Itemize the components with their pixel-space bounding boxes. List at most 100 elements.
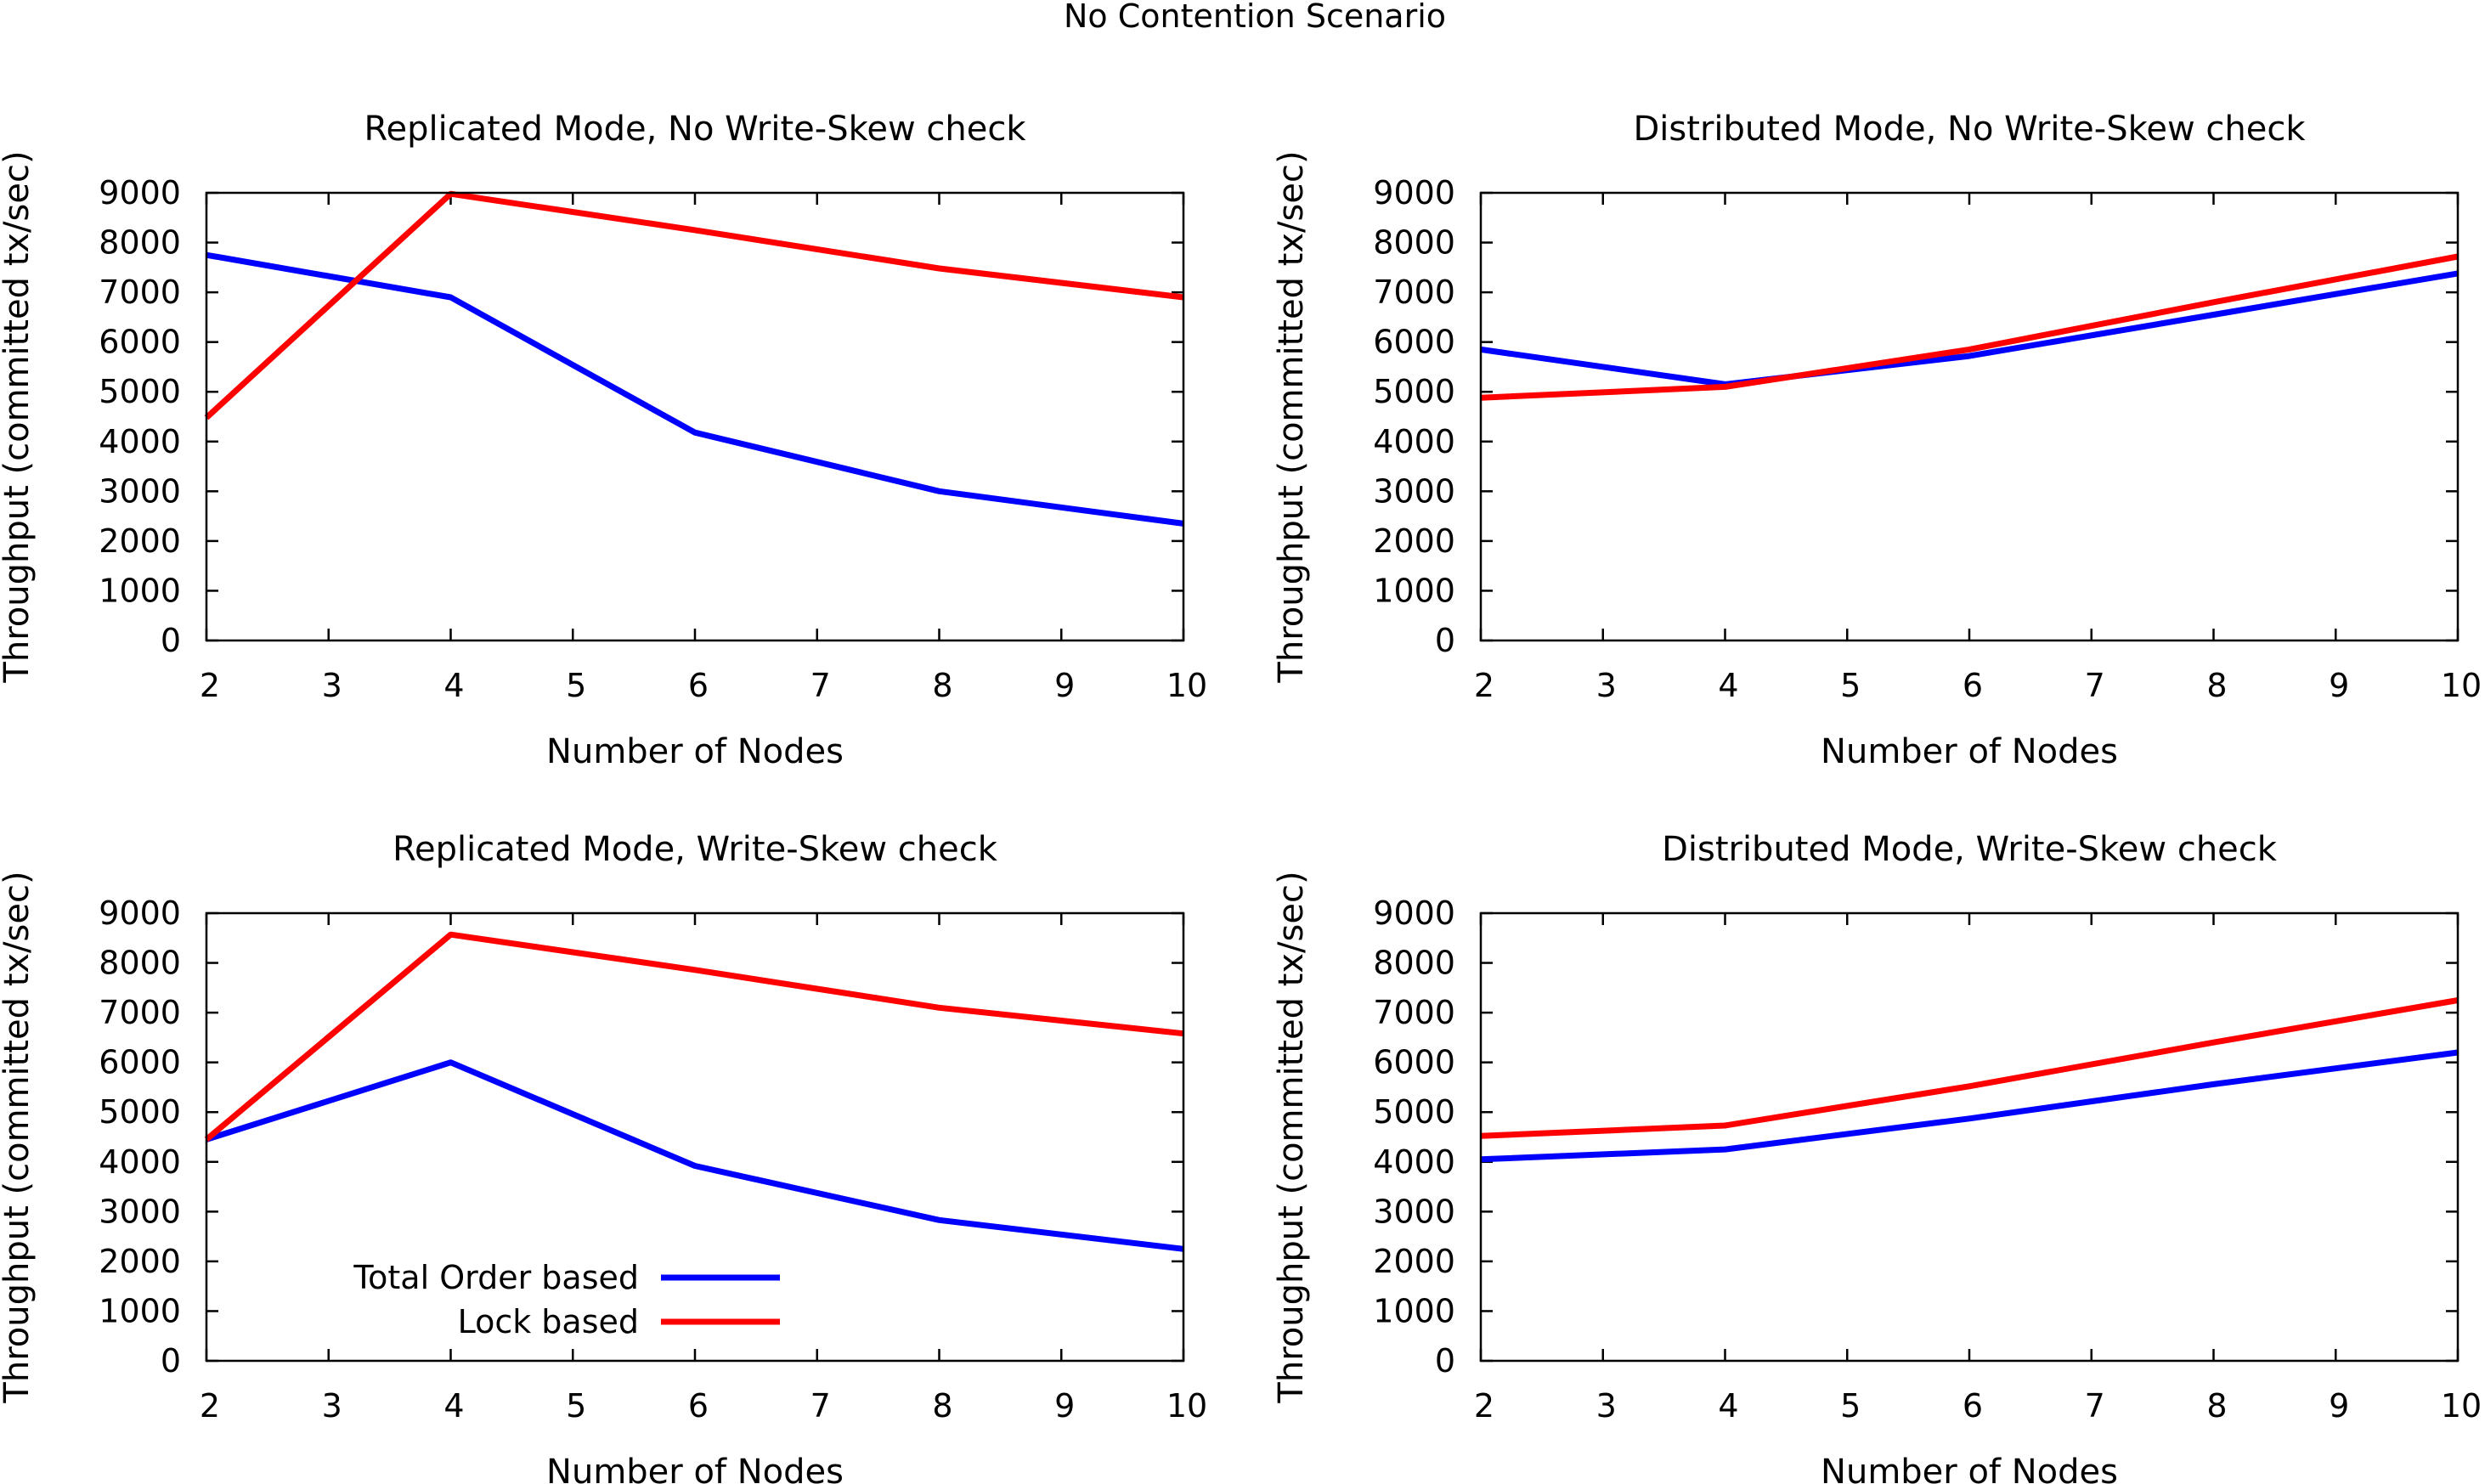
y-tick-label: 0 <box>1435 622 1455 659</box>
x-tick-label: 7 <box>810 667 831 704</box>
chart-title: Distributed Mode, No Write-Skew check <box>1634 110 2307 149</box>
y-tick-label: 6000 <box>1373 324 1455 361</box>
y-tick-label: 0 <box>161 622 181 659</box>
y-tick-label: 4000 <box>1373 423 1455 460</box>
x-tick-label: 2 <box>200 667 220 704</box>
y-tick-label: 5000 <box>1373 373 1455 410</box>
y-tick-label: 2000 <box>1373 522 1455 560</box>
x-tick-label: 6 <box>1963 1387 1983 1425</box>
x-tick-label: 10 <box>1166 1387 1207 1425</box>
x-tick-label: 6 <box>688 1387 709 1425</box>
y-tick-label: 9000 <box>99 894 181 932</box>
x-tick-label: 4 <box>443 1387 464 1425</box>
x-tick-label: 8 <box>2206 667 2227 704</box>
legend: Total Order based Lock based <box>353 1259 780 1340</box>
y-tick-label: 6000 <box>99 1044 181 1081</box>
legend-label: Total Order based <box>353 1259 639 1296</box>
x-tick-label: 9 <box>1054 1387 1075 1425</box>
y-tick-label: 7000 <box>1373 274 1455 311</box>
plot-frame <box>1479 191 2460 642</box>
x-tick-label: 2 <box>1474 1387 1494 1425</box>
y-tick-label: 1000 <box>99 572 181 609</box>
y-tick-label: 8000 <box>1373 945 1455 982</box>
total-order-based-line <box>1480 1049 2459 1163</box>
x-tick-label: 4 <box>1718 1387 1738 1425</box>
y-tick-label: 1000 <box>1373 1292 1455 1329</box>
y-tick-label: 8000 <box>99 945 181 982</box>
y-tick-label: 2000 <box>1373 1243 1455 1280</box>
y-tick-label: 9000 <box>99 174 181 212</box>
y-tick-label: 1000 <box>1373 572 1455 609</box>
x-tick-label: 8 <box>932 667 952 704</box>
y-tick-label: 6000 <box>1373 1044 1455 1081</box>
lock-based-line <box>204 190 1184 420</box>
y-tick-label: 9000 <box>1373 174 1455 212</box>
chart-title: Replicated Mode, No Write-Skew check <box>364 110 1027 149</box>
chart-panel-4: Distributed Mode, Write-Skew check Number… <box>1272 830 2482 1484</box>
x-tick-label: 4 <box>443 667 464 704</box>
y-tick-label: 5000 <box>99 373 181 410</box>
plot-frame <box>205 191 1185 642</box>
y-tick-label: 0 <box>161 1342 181 1380</box>
y-tick-label: 4000 <box>99 423 181 460</box>
x-axis-label: Number of Nodes <box>1821 1453 2118 1484</box>
total-order-based-line <box>206 251 1184 527</box>
chart-title: Distributed Mode, Write-Skew check <box>1662 830 2278 869</box>
y-tick-label: 3000 <box>99 1193 181 1230</box>
x-axis-label: Number of Nodes <box>1821 732 2118 771</box>
y-tick-label: 4000 <box>99 1143 181 1181</box>
x-tick-label: 7 <box>810 1387 831 1425</box>
x-tick-label: 2 <box>1474 667 1494 704</box>
x-tick-label: 7 <box>2085 667 2105 704</box>
x-tick-label: 8 <box>932 1387 952 1425</box>
y-tick-label: 3000 <box>1373 472 1455 510</box>
x-tick-label: 9 <box>1054 667 1075 704</box>
total-order-based-line <box>205 1059 1184 1252</box>
x-tick-label: 2 <box>200 1387 220 1425</box>
x-tick-label: 7 <box>2085 1387 2105 1425</box>
x-axis-label: Number of Nodes <box>546 732 844 771</box>
x-tick-label: 5 <box>1840 1387 1861 1425</box>
figure-title: No Contention Scenario <box>1064 0 1446 35</box>
y-tick-label: 8000 <box>99 224 181 262</box>
x-tick-label: 6 <box>688 667 709 704</box>
x-tick-label: 9 <box>2329 1387 2349 1425</box>
x-tick-label: 5 <box>1840 667 1861 704</box>
x-tick-label: 10 <box>1166 667 1207 704</box>
plot-frame <box>1479 911 2460 1363</box>
lock-based-line <box>1480 253 2459 401</box>
y-axis-label: Throughput (committed tx/sec) <box>0 871 37 1403</box>
chart-panel-3: Replicated Mode, Write-Skew check Number … <box>0 830 1207 1484</box>
x-tick-label: 9 <box>2329 667 2349 704</box>
y-tick-label: 1000 <box>99 1292 181 1329</box>
y-tick-label: 6000 <box>99 324 181 361</box>
y-tick-label: 7000 <box>99 274 181 311</box>
legend-label: Lock based <box>458 1303 639 1340</box>
y-tick-label: 5000 <box>1373 1093 1455 1131</box>
y-tick-label: 4000 <box>1373 1143 1455 1181</box>
lock-based-line <box>204 931 1184 1143</box>
x-tick-label: 5 <box>566 1387 586 1425</box>
y-axis-label: Throughput (committed tx/sec) <box>1272 150 1311 683</box>
y-tick-label: 0 <box>1435 1342 1455 1380</box>
x-tick-label: 10 <box>2441 667 2482 704</box>
y-tick-label: 3000 <box>1373 1193 1455 1230</box>
x-tick-label: 3 <box>1596 1387 1617 1425</box>
y-tick-label: 3000 <box>99 472 181 510</box>
x-tick-label: 4 <box>1718 667 1738 704</box>
chart-panel-1: Replicated Mode, No Write-Skew check Numb… <box>0 110 1207 771</box>
y-tick-label: 9000 <box>1373 894 1455 932</box>
plot-frame <box>205 911 1185 1363</box>
y-tick-label: 8000 <box>1373 224 1455 262</box>
x-axis-label: Number of Nodes <box>546 1453 844 1484</box>
y-tick-label: 7000 <box>99 994 181 1031</box>
x-tick-label: 10 <box>2441 1387 2482 1425</box>
y-axis-label: Throughput (committed tx/sec) <box>0 150 37 683</box>
lock-based-line <box>1480 997 2459 1139</box>
x-tick-label: 6 <box>1963 667 1983 704</box>
y-tick-label: 5000 <box>99 1093 181 1131</box>
y-axis-label: Throughput (committed tx/sec) <box>1272 871 1311 1403</box>
x-tick-label: 3 <box>322 1387 342 1425</box>
chart-title: Replicated Mode, Write-Skew check <box>393 830 998 869</box>
